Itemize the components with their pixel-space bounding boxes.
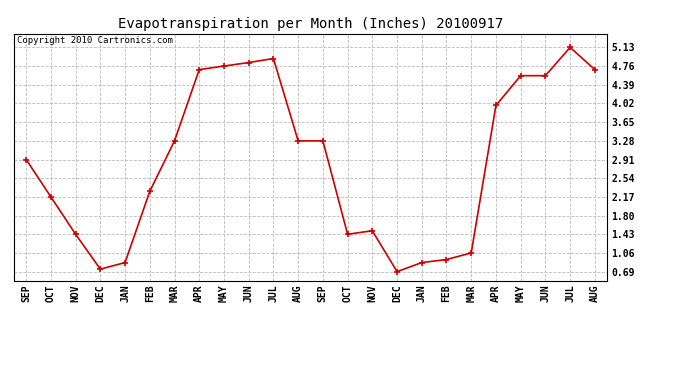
Text: Copyright 2010 Cartronics.com: Copyright 2010 Cartronics.com — [17, 36, 172, 45]
Title: Evapotranspiration per Month (Inches) 20100917: Evapotranspiration per Month (Inches) 20… — [118, 17, 503, 31]
